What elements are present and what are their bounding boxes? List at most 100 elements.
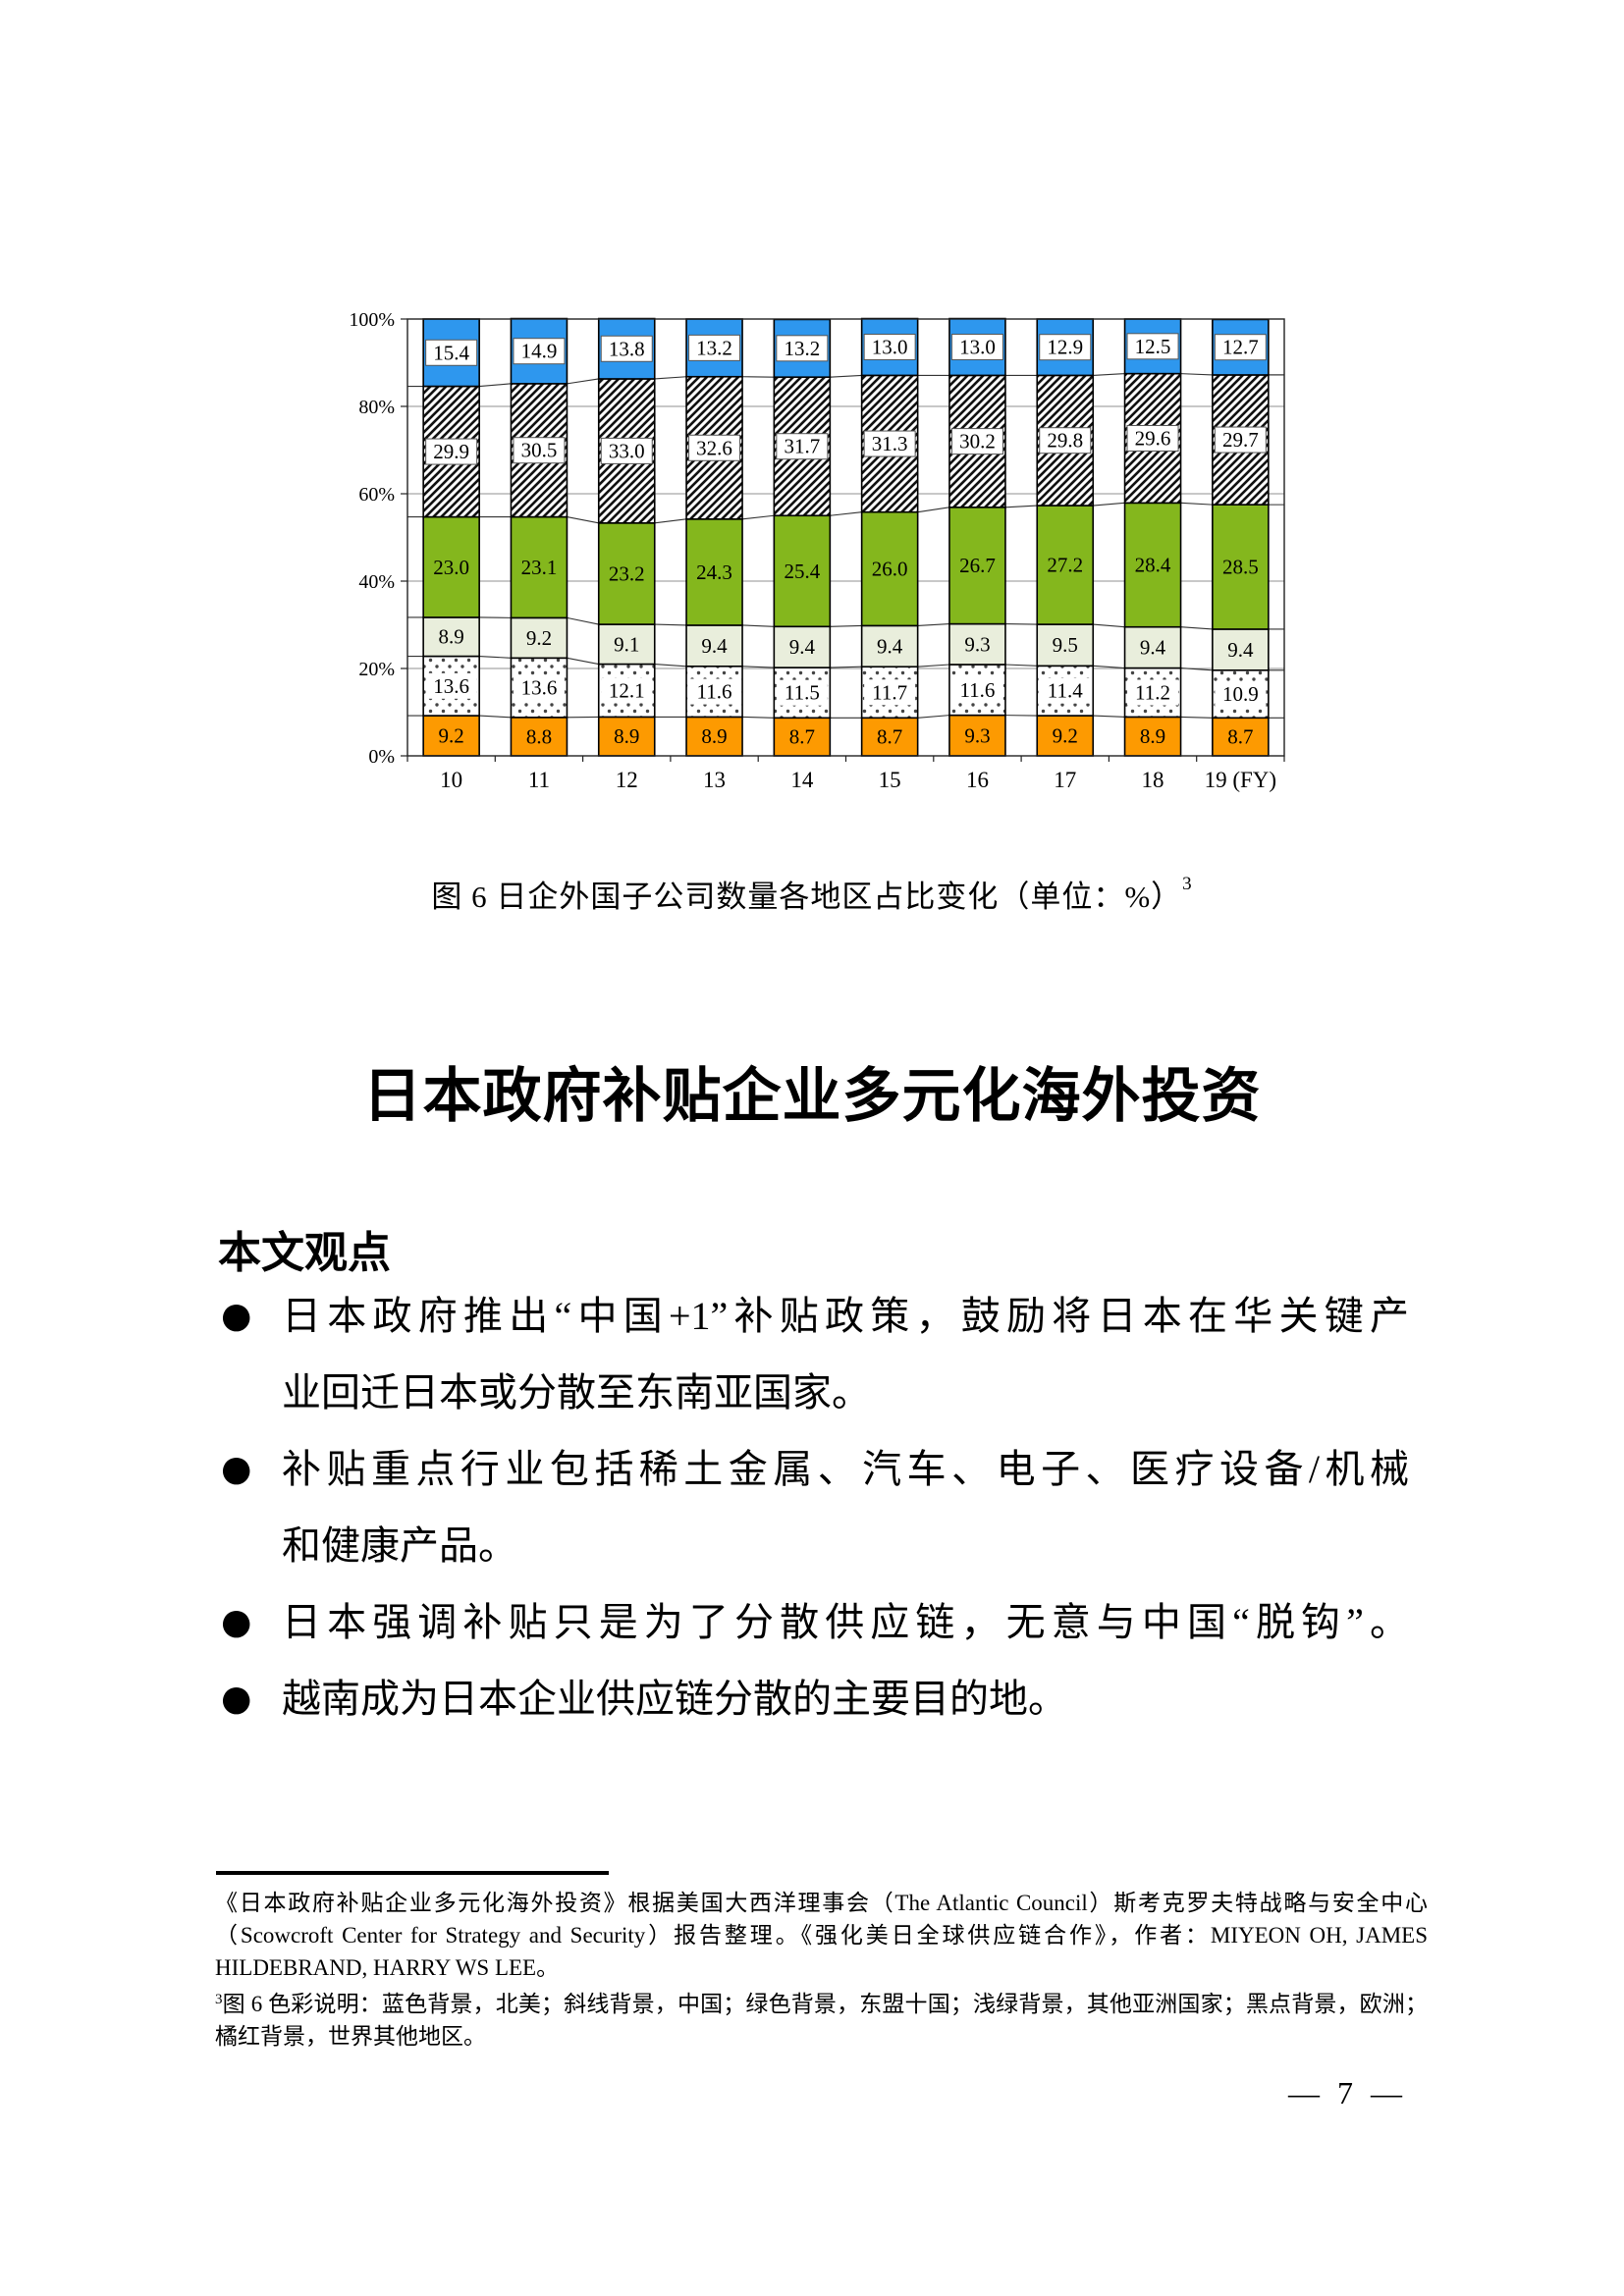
bar-value-label: 32.6 bbox=[696, 436, 732, 459]
bar-segment-green bbox=[1036, 505, 1095, 625]
value-labels: 9.2 13.6 8.9 23.0 29.9 15.4 8.8 13.6 9.2 23.1 30.5… bbox=[425, 333, 1267, 749]
y-tick-label: 80% bbox=[358, 397, 395, 418]
article-title: 日本政府补贴企业多元化海外投资 bbox=[362, 1064, 1262, 1129]
bar-value-label: 29.7 bbox=[1222, 428, 1259, 452]
footnote-legend: 3图 6 色彩说明：蓝色背景，北美；斜线背景，中国；绿色背景，东盟十国；浅绿背景… bbox=[215, 1984, 1428, 2053]
y-tick-label: 60% bbox=[358, 484, 395, 506]
bar-value-label: 26.0 bbox=[872, 558, 908, 581]
bar-value-label: 14.9 bbox=[521, 340, 558, 363]
bullet-text-line: 日本强调补贴只是为了分散供应链，无意与中国“脱钩”。 bbox=[282, 1600, 1409, 1644]
x-tick-label: 13 bbox=[703, 768, 726, 792]
y-tick-label: 0% bbox=[368, 746, 395, 768]
bar-value-label: 28.5 bbox=[1222, 556, 1259, 579]
bar-value-label: 13.2 bbox=[784, 337, 820, 360]
bullet-icon: ● bbox=[221, 1296, 252, 1336]
section-heading: 本文观点 bbox=[218, 1229, 391, 1277]
bar-value-label: 28.4 bbox=[1135, 554, 1171, 577]
bar-segment-palegreen bbox=[1036, 623, 1095, 667]
bar-value-label: 23.1 bbox=[521, 556, 558, 579]
y-tick-label: 20% bbox=[358, 659, 395, 680]
bar-value-label: 9.4 bbox=[701, 634, 728, 658]
bar-value-label: 13.2 bbox=[696, 336, 732, 359]
bar-value-label: 13.6 bbox=[433, 674, 469, 698]
bar-value-label: 23.0 bbox=[433, 556, 469, 579]
bar-value-label: 9.1 bbox=[614, 632, 639, 656]
footnote-divider bbox=[216, 1871, 609, 1875]
bar-value-label: 31.7 bbox=[784, 435, 820, 458]
bar-value-label: 8.7 bbox=[789, 725, 815, 749]
bullet-item: ● 日本强调补贴只是为了分散供应链，无意与中国“脱钩”。 bbox=[221, 1584, 1409, 1661]
bullet-item: ● 日本政府推出“中国+1”补贴政策，鼓励将日本在华关键产 业回迁日本或分散至东南亚… bbox=[221, 1278, 1409, 1431]
bullet-item: ● 补贴重点行业包括稀土金属、汽车、电子、医疗设备/机械 和健康产品。 bbox=[221, 1431, 1409, 1584]
bullet-item: ● 越南成为日本企业供应链分散的主要目的地。 bbox=[221, 1661, 1409, 1737]
bar-value-label: 29.9 bbox=[433, 440, 469, 463]
x-tick-label: 12 bbox=[616, 768, 638, 792]
figure-caption-footnote-ref: 3 bbox=[1182, 874, 1193, 894]
stacked-bar-chart: 9.2 13.6 8.9 23.0 29.9 15.4 8.8 13.6 9.2 23.1 30.5… bbox=[349, 309, 1285, 792]
bar-value-label: 26.7 bbox=[959, 554, 996, 577]
bar-value-label: 15.4 bbox=[433, 341, 469, 364]
footnote-source-text: 《日本政府补贴企业多元化海外投资》根据美国大西洋理事会（The Atlantic… bbox=[215, 1891, 1428, 1980]
y-tick-label: 40% bbox=[358, 571, 395, 593]
bar-segment-green bbox=[1212, 504, 1270, 630]
bar-value-label: 9.4 bbox=[789, 635, 816, 659]
bar-value-label: 11.6 bbox=[959, 678, 995, 702]
bar-value-label: 11.2 bbox=[1135, 680, 1170, 704]
bar-value-label: 8.7 bbox=[1227, 725, 1253, 749]
x-tick-label: 10 bbox=[440, 768, 462, 792]
bar-value-label: 9.4 bbox=[877, 634, 903, 658]
footnote-legend-text: 图 6 色彩说明：蓝色背景，北美；斜线背景，中国；绿色背景，东盟十国；浅绿背景，… bbox=[215, 1992, 1428, 2049]
bar-value-label: 10.9 bbox=[1222, 682, 1259, 706]
x-axis: 10 11 12 13 14 15 16 17 18 19 (FY) bbox=[406, 756, 1285, 792]
bar-value-label: 8.7 bbox=[877, 725, 902, 749]
x-tick-label: 11 bbox=[528, 768, 550, 792]
bullet-text-line: 日本政府推出“中国+1”补贴政策，鼓励将日本在华关键产 bbox=[282, 1294, 1409, 1338]
bar-value-label: 8.8 bbox=[526, 724, 552, 748]
bullet-text-line: 业回迁日本或分散至东南亚国家。 bbox=[282, 1370, 871, 1415]
bullet-text-line: 补贴重点行业包括稀土金属、汽车、电子、医疗设备/机械 bbox=[282, 1447, 1409, 1491]
bar-segment-orange bbox=[860, 717, 919, 757]
bar-value-label: 9.5 bbox=[1053, 633, 1078, 657]
bar-value-label: 12.1 bbox=[609, 678, 645, 702]
bar-value-label: 29.6 bbox=[1135, 426, 1171, 450]
bar-value-label: 29.8 bbox=[1047, 429, 1083, 453]
page-number: — 7 — bbox=[1288, 2075, 1402, 2110]
bar-value-label: 13.0 bbox=[872, 335, 908, 358]
x-tick-label: 16 bbox=[966, 768, 989, 792]
bar-segment-palegreen bbox=[1123, 625, 1182, 669]
bar-value-label: 9.2 bbox=[526, 626, 552, 650]
bar-value-label: 24.3 bbox=[696, 561, 732, 584]
bar-value-label: 8.9 bbox=[614, 724, 639, 748]
bar-value-label: 13.6 bbox=[521, 676, 558, 700]
bar-value-label: 30.2 bbox=[959, 430, 996, 454]
bar-value-label: 31.3 bbox=[872, 432, 908, 455]
bullet-list: ● 日本政府推出“中国+1”补贴政策，鼓励将日本在华关键产 业回迁日本或分散至东南亚… bbox=[221, 1278, 1409, 1737]
x-tick-label: 15 bbox=[879, 768, 901, 792]
footnotes: 《日本政府补贴企业多元化海外投资》根据美国大西洋理事会（The Atlantic… bbox=[215, 1887, 1428, 2053]
bar-value-label: 30.5 bbox=[521, 439, 558, 462]
bar-value-label: 9.4 bbox=[1227, 638, 1254, 662]
bar-value-label: 13.0 bbox=[959, 335, 996, 358]
bar-value-label: 9.4 bbox=[1140, 636, 1166, 660]
bar-value-label: 12.9 bbox=[1047, 336, 1083, 359]
bar-value-label: 8.9 bbox=[701, 724, 727, 748]
x-tick-label: 17 bbox=[1054, 768, 1076, 792]
bar-value-label: 25.4 bbox=[784, 560, 820, 583]
bar-value-label: 9.3 bbox=[964, 632, 990, 656]
bullet-icon: ● bbox=[221, 1679, 252, 1719]
bullet-icon: ● bbox=[221, 1449, 252, 1489]
bar-value-label: 12.5 bbox=[1135, 335, 1171, 358]
figure-caption: 图 6 日企外国子公司数量各地区占比变化（单位：%）3 bbox=[0, 872, 1624, 916]
y-axis: 0% 20% 40% 60% 80% 100% bbox=[349, 309, 407, 768]
bar-value-label: 11.6 bbox=[697, 680, 732, 704]
bar-value-label: 27.2 bbox=[1047, 554, 1083, 577]
bar-value-label: 13.8 bbox=[609, 337, 645, 360]
bar-segment-green bbox=[948, 506, 1006, 625]
bars bbox=[422, 317, 1270, 757]
bar-segment-green bbox=[685, 518, 743, 626]
bullet-icon: ● bbox=[221, 1602, 252, 1642]
bar-segment-palegreen bbox=[1212, 628, 1270, 671]
bullet-text-line: 和健康产品。 bbox=[282, 1523, 517, 1568]
bar-segment-palegreen bbox=[510, 616, 568, 660]
